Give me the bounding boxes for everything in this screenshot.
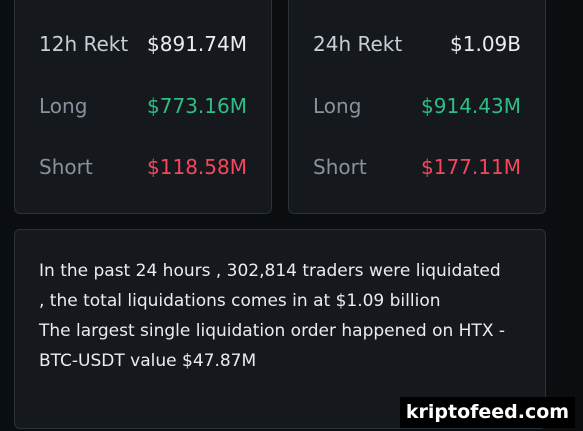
value: $177.11M <box>421 155 521 179</box>
row: Short $177.11M <box>313 152 521 182</box>
row: Long $914.43M <box>313 91 521 121</box>
row: Short $118.58M <box>39 152 247 182</box>
row: 12h Rekt $891.74M <box>39 29 247 59</box>
label: Long <box>39 94 88 118</box>
paragraph: The largest single liquidation order hap… <box>39 321 505 371</box>
value: $118.58M <box>147 155 247 179</box>
label: Long <box>313 94 362 118</box>
label: Short <box>313 155 367 179</box>
label: 24h Rekt <box>313 32 403 56</box>
value: $773.16M <box>147 94 247 118</box>
label: 12h Rekt <box>39 32 129 56</box>
summary-text: In the past 24 hours , 302,814 traders w… <box>39 256 509 376</box>
value: $891.74M <box>147 32 247 56</box>
card-12h: 12h Rekt $891.74M Long $773.16M Short $118.… <box>14 0 272 214</box>
paragraph: In the past 24 hours , 302,814 traders w… <box>39 261 501 311</box>
watermark: kriptofeed.com <box>400 397 575 428</box>
summary-card: In the past 24 hours , 302,814 traders w… <box>14 229 546 429</box>
value: $1.09B <box>450 32 521 56</box>
value: $914.43M <box>421 94 521 118</box>
card-24h: 24h Rekt $1.09B Long $914.43M Short $177.11… <box>288 0 546 214</box>
row: Long $773.16M <box>39 91 247 121</box>
row: 24h Rekt $1.09B <box>313 29 521 59</box>
label: Short <box>39 155 93 179</box>
